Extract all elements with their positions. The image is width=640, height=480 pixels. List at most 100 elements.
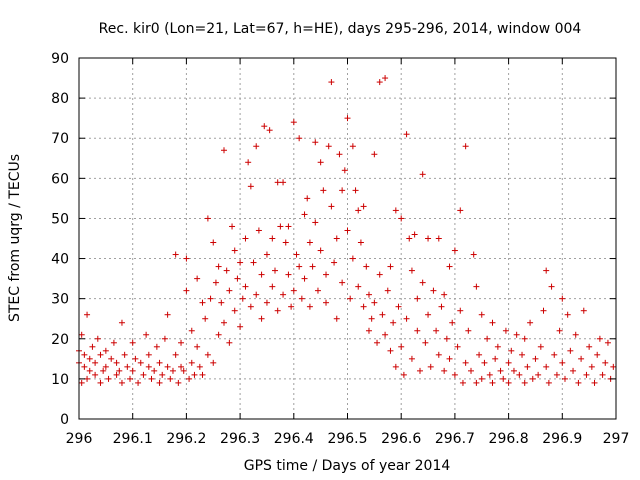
data-point (204, 215, 211, 222)
data-point (567, 347, 574, 354)
data-point (570, 367, 577, 374)
data-point (226, 339, 233, 346)
data-point (387, 263, 394, 270)
data-point (137, 359, 144, 366)
data-point (81, 363, 88, 370)
data-point (564, 311, 571, 318)
y-tick-label: 60 (51, 171, 69, 187)
x-tick-label: 296.1 (113, 431, 153, 447)
data-point (118, 319, 125, 326)
data-point (140, 371, 147, 378)
data-point (446, 355, 453, 362)
data-point (159, 371, 166, 378)
data-point (312, 139, 319, 146)
data-point (325, 143, 332, 150)
data-point (422, 339, 429, 346)
data-point (296, 135, 303, 142)
data-point (476, 351, 483, 358)
data-point (261, 123, 268, 130)
data-point (183, 255, 190, 262)
y-tick-label: 0 (60, 412, 69, 428)
data-point (215, 263, 222, 270)
data-point (231, 247, 238, 254)
data-point (78, 379, 85, 386)
data-point (481, 359, 488, 366)
data-point (416, 367, 423, 374)
data-point (465, 327, 472, 334)
data-point (521, 335, 528, 342)
data-point (234, 275, 241, 282)
data-point (145, 363, 152, 370)
data-point (102, 363, 109, 370)
data-point (419, 171, 426, 178)
data-point (435, 351, 442, 358)
data-point (400, 371, 407, 378)
data-point (578, 355, 585, 362)
data-point (535, 371, 542, 378)
data-point (403, 131, 410, 138)
data-point (145, 351, 152, 358)
data-point (371, 299, 378, 306)
data-point (545, 379, 552, 386)
data-point (462, 359, 469, 366)
data-point (290, 119, 297, 126)
data-point (196, 363, 203, 370)
data-point (425, 235, 432, 242)
data-point (188, 327, 195, 334)
data-point (183, 287, 190, 294)
data-point (132, 355, 139, 362)
data-point (365, 327, 372, 334)
data-point (382, 331, 389, 338)
x-tick-label: 296.3 (220, 431, 260, 447)
data-point (306, 239, 313, 246)
data-point (309, 263, 316, 270)
data-point (357, 239, 364, 246)
data-point (489, 379, 496, 386)
x-tick-label: 296.6 (381, 431, 421, 447)
data-point (156, 359, 163, 366)
data-point (178, 363, 185, 370)
data-point (317, 159, 324, 166)
data-point (395, 303, 402, 310)
data-point (172, 351, 179, 358)
data-point (586, 343, 593, 350)
data-point (314, 287, 321, 294)
y-tick-label: 70 (51, 131, 69, 147)
data-point (610, 363, 617, 370)
data-point (505, 359, 512, 366)
data-point (500, 375, 507, 382)
data-point (263, 299, 270, 306)
data-point (285, 271, 292, 278)
data-point (376, 271, 383, 278)
data-point (494, 343, 501, 350)
data-point (110, 339, 117, 346)
data-point (242, 283, 249, 290)
data-point (561, 375, 568, 382)
data-point (135, 379, 142, 386)
data-point (502, 327, 509, 334)
data-point (521, 379, 528, 386)
data-point (113, 371, 120, 378)
data-point (258, 315, 265, 322)
data-point (604, 339, 611, 346)
data-point (392, 207, 399, 214)
data-point (446, 263, 453, 270)
data-point (457, 307, 464, 314)
data-point (100, 367, 107, 374)
data-point (516, 371, 523, 378)
data-point (486, 371, 493, 378)
data-point (441, 367, 448, 374)
data-point (102, 347, 109, 354)
data-point (331, 259, 338, 266)
x-tick-label: 296.5 (327, 431, 367, 447)
data-point (349, 255, 356, 262)
data-point (245, 159, 252, 166)
data-point (470, 251, 477, 258)
data-point (296, 263, 303, 270)
data-point (293, 251, 300, 258)
data-point (457, 207, 464, 214)
data-point (484, 335, 491, 342)
data-point (352, 187, 359, 194)
data-point (390, 319, 397, 326)
y-tick-label: 50 (51, 211, 69, 227)
